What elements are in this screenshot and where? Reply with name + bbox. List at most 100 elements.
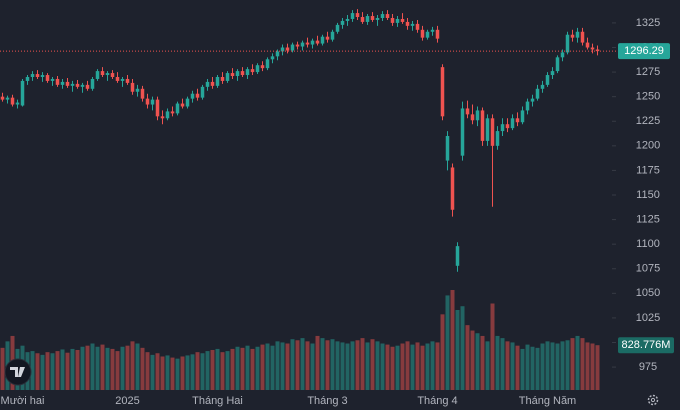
candle-body [500,124,505,132]
volume-bar [360,338,365,390]
volume-bar [495,335,500,390]
candle-body [310,40,315,45]
candle-body [540,84,545,89]
volume-bar [405,341,410,390]
candle-body [70,83,75,86]
volume-bar [430,341,435,390]
last-price-box [618,43,670,60]
volume-bar [165,355,170,390]
volume-bar [555,343,560,390]
settings-icon[interactable] [647,394,659,406]
candle-body [515,118,520,123]
volume-bar [435,342,440,390]
candle-body [435,29,440,39]
volume-bar [535,347,540,390]
candle-body [280,47,285,52]
y-tick-label: 1150 [636,189,660,201]
y-tick-label: 1050 [636,287,660,299]
volume-bar [425,343,430,390]
candle-body [255,65,260,73]
candle-body [595,49,600,52]
candle-body [75,83,80,87]
volume-bar [215,348,220,390]
candle-body [155,99,160,117]
volume-bar [485,341,490,390]
candle-body [50,78,55,81]
y-tick-label: 1275 [636,66,660,78]
volume-bar [290,339,295,390]
candle-body [190,93,195,99]
candle-body [10,97,15,105]
volume-bar [60,349,65,390]
candle-body [80,84,85,87]
volume-bar [270,345,275,390]
volume-bar [50,353,55,390]
volume-bar [445,295,450,390]
volume-bar [530,346,535,390]
volume-bar [170,357,175,390]
volume-bar [240,347,245,390]
candle-body [240,71,245,76]
candle-body [130,82,135,92]
candle-body [400,18,405,22]
y-tick-label: 1175 [636,164,660,176]
volume-bar [55,351,60,390]
volume-bar [590,343,595,390]
candle-body [425,31,430,38]
x-tick-label: Tháng 3 [307,395,347,407]
volume-bar [140,347,145,390]
volume-bar [245,345,250,390]
candle-body [315,40,320,44]
candle-body [20,80,25,106]
volume-bar [480,335,485,390]
y-tick-label: 1025 [636,312,660,324]
candle-body [585,42,590,48]
volume-bar [35,353,40,390]
candle-body [90,78,95,89]
candle-body [550,71,555,76]
candle-body [165,111,170,119]
volume-bar [340,342,345,390]
volume-bar [395,345,400,390]
volume-bar [85,345,90,390]
candle-body [195,93,200,98]
candle-body [415,23,420,30]
volume-bar [365,342,370,390]
candle-body [135,88,140,92]
x-tick-label: Tháng Năm [519,395,576,407]
candle-body [85,84,90,89]
volume-bar [525,344,530,390]
candle-body [455,246,460,266]
candle-body [410,23,415,26]
volume-bar [275,341,280,390]
volume-bar [580,338,585,390]
volume-bar [70,348,75,390]
candle-body [150,99,155,105]
candle-body [270,56,275,60]
candle-body [545,75,550,85]
candle-body [445,135,450,161]
candle-body [250,69,255,73]
volume-bar [515,345,520,390]
x-tick-label: Mười hai [1,395,45,407]
candle-body [555,57,560,72]
candle-body [485,118,490,141]
candle-body [365,16,370,22]
candle-body [245,69,250,76]
candle-body [115,76,120,81]
volume-label-box [618,337,674,354]
candle-body [405,21,410,26]
volume-bar [505,341,510,390]
volume-bar [540,343,545,390]
candle-body [215,76,220,86]
volume-bar [385,344,390,390]
volume-bar [145,352,150,390]
volume-bar [375,341,380,390]
volume-bar [65,352,70,390]
volume-bar [75,350,80,390]
candle-body [385,14,390,18]
volume-bar [185,355,190,390]
volume-bar [305,341,310,390]
plot: 9751000102510501075110011251150117512001… [0,9,674,407]
volume-bar [230,348,235,390]
